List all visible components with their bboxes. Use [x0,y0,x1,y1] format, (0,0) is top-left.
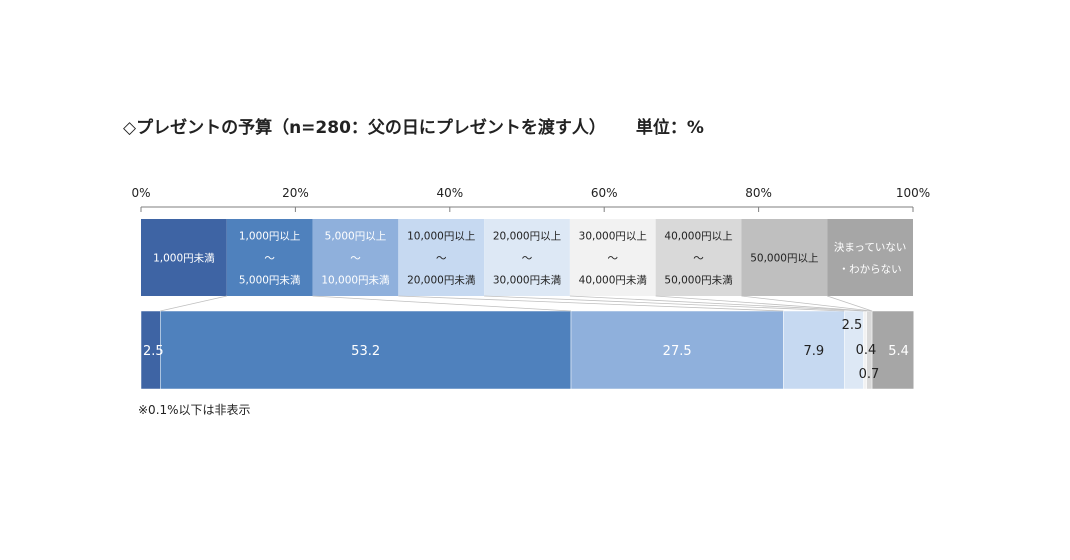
legend-box [741,219,828,296]
bar-segment [871,310,915,390]
legend-label: 40,000円未満 [579,275,648,287]
legend-label: 1,000円未満 [153,253,215,265]
legend-label: 20,000円以上 [493,231,561,243]
legend-label: ・わからない [839,264,902,276]
legend-box [398,219,485,296]
connector-line [398,295,784,312]
legend-label: 10,000円以上 [407,231,475,243]
footnote: ※0.1%以下は非表示 [138,403,251,417]
legend-label: 50,000円以上 [750,253,818,265]
legend-box [312,219,399,296]
connector-line [827,295,873,312]
data-label: 2.5 [842,318,863,333]
data-label: 27.5 [663,344,692,359]
legend-label: 1,000円以上 [239,231,301,243]
x-tick-label: 60% [591,186,618,200]
legend-label: ～ [522,253,533,265]
connector-line [484,295,845,312]
legend-label: ～ [264,253,275,265]
data-label: 2.5 [143,344,164,359]
connector-line [741,295,873,312]
legend-box [827,219,913,296]
x-tick-label: 40% [436,186,463,200]
legend-label: 30,000円以上 [579,231,647,243]
connector-line [160,295,227,312]
x-tick-label: 0% [131,186,150,200]
legend-label: ～ [693,253,704,265]
legend-box [484,219,570,296]
legend-label: 40,000円以上 [664,231,732,243]
legend-box [226,219,313,296]
data-label: 7.9 [803,344,824,359]
legend-label: 30,000円未満 [493,275,562,287]
bar-segment [783,310,845,390]
legend-box [141,219,227,296]
bar-segment [160,310,572,390]
legend-label: 5,000円以上 [325,231,387,243]
legend-label: 決まっていない [834,242,907,254]
bar-segment [570,310,784,390]
data-label: 0.7 [859,367,880,382]
legend-label: ～ [608,253,619,265]
connector-line [569,295,864,312]
data-label: 53.2 [351,344,380,359]
data-label: 0.4 [856,343,877,358]
x-tick-label: 80% [745,186,772,200]
unit-label: 単位：% [635,118,704,138]
connector-line [312,295,572,312]
chart-title: ◇プレゼントの予算（n=280：父の日にプレゼントを渡す人） 単位：% [123,113,704,138]
legend-label: 50,000円未満 [664,275,733,287]
data-label: 5.4 [888,344,909,359]
chart-title-text: ◇プレゼントの予算（n=280：父の日にプレゼントを渡す人） [123,118,606,138]
legend-box [569,219,656,296]
legend-box [655,219,742,296]
legend-label: ～ [350,253,361,265]
legend-label: ～ [436,253,447,265]
x-tick-label: 20% [282,186,309,200]
legend-label: 5,000円未満 [239,275,301,287]
x-tick-label: 100% [896,186,930,200]
legend-label: 20,000円未満 [407,275,476,287]
connector-line [655,295,867,312]
legend-label: 10,000円未満 [321,275,390,287]
